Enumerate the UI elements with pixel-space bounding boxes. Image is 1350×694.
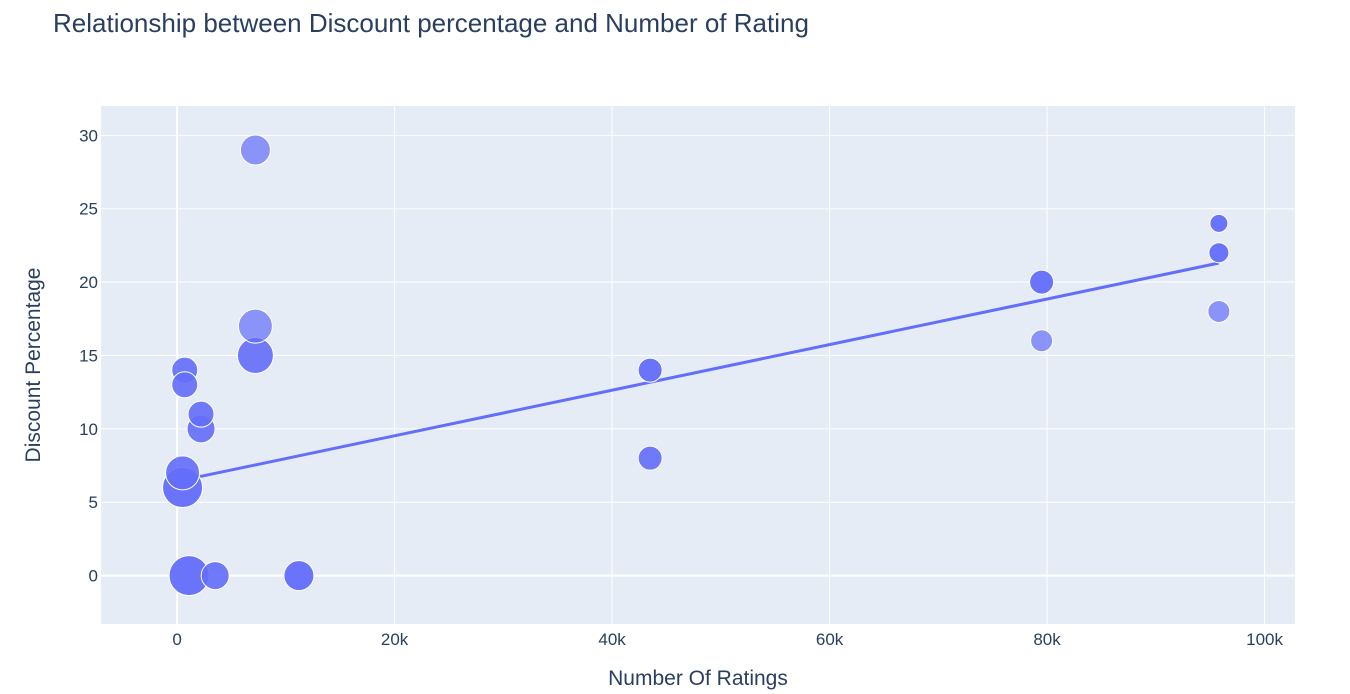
chart-title: Relationship between Discount percentage… bbox=[53, 8, 809, 38]
y-tick-label: 15 bbox=[79, 346, 98, 365]
y-tick-label: 30 bbox=[79, 126, 98, 145]
y-tick-label: 0 bbox=[89, 567, 98, 586]
x-tick-label: 60k bbox=[816, 630, 844, 649]
trend-layer bbox=[182, 261, 1220, 482]
y-axis-title: Discount Percentage bbox=[22, 268, 45, 463]
points-layer bbox=[162, 134, 1231, 597]
scatter-point[interactable] bbox=[165, 455, 201, 491]
scatter-point[interactable] bbox=[200, 561, 230, 591]
scatter-point[interactable] bbox=[187, 400, 215, 428]
x-tick-label: 80k bbox=[1033, 630, 1061, 649]
plot-area bbox=[101, 106, 1295, 624]
y-tick-label: 20 bbox=[79, 273, 98, 292]
scatter-point[interactable] bbox=[1030, 329, 1054, 353]
x-tick-label: 40k bbox=[598, 630, 626, 649]
x-tick-label: 0 bbox=[172, 630, 181, 649]
scatter-point[interactable] bbox=[1208, 242, 1230, 264]
scatter-point[interactable] bbox=[1207, 299, 1231, 323]
tick-layer: 0 20k 40k 60k 80k 100k 0 5 10 15 20 25 30 bbox=[79, 126, 1283, 649]
scatter-point[interactable] bbox=[1029, 269, 1055, 295]
trendline bbox=[182, 261, 1220, 482]
x-tick-label: 20k bbox=[381, 630, 409, 649]
x-axis-title: Number Of Ratings bbox=[608, 667, 788, 690]
scatter-point[interactable] bbox=[237, 308, 273, 344]
scatter-point[interactable] bbox=[283, 560, 315, 592]
scatter-point[interactable] bbox=[171, 371, 199, 399]
y-tick-label: 25 bbox=[79, 200, 98, 219]
y-tick-label: 10 bbox=[79, 420, 98, 439]
scatter-point[interactable] bbox=[637, 357, 663, 383]
scatter-point[interactable] bbox=[239, 134, 271, 166]
y-tick-label: 5 bbox=[89, 493, 98, 512]
scatter-point[interactable] bbox=[1209, 213, 1229, 233]
scatter-point[interactable] bbox=[637, 445, 663, 471]
x-tick-label: 100k bbox=[1246, 630, 1283, 649]
